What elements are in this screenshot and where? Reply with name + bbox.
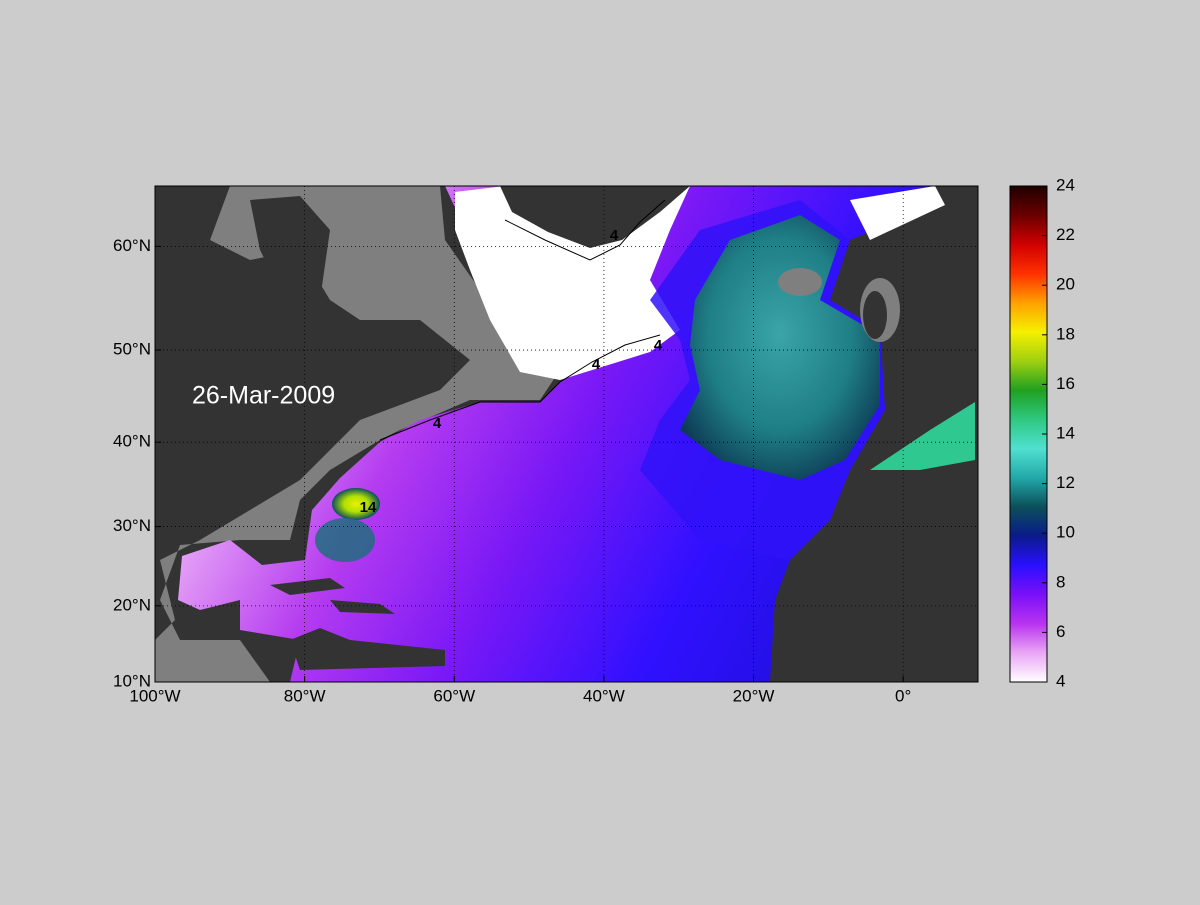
x-tick-label: 40°W [583,686,625,705]
contour-label: 14 [360,499,377,516]
colorbar-tick-label: 24 [1056,175,1075,194]
teal-water [680,215,880,480]
contour-label: 4 [592,356,601,373]
colorbar-tick-label: 12 [1056,473,1075,492]
colorbar-tick-label: 4 [1056,671,1065,690]
shelf [155,186,560,682]
x-tick-label: 60°W [433,686,475,705]
land [250,196,330,300]
colorbar-tick-label: 8 [1056,572,1065,591]
colorbar-tick-label: 10 [1056,523,1075,542]
colorbar-tick-label: 22 [1056,225,1075,244]
gulf-stream [315,518,375,562]
south-america [290,628,445,670]
colorbar [1009,185,1048,683]
map-frame [154,185,979,683]
gulf-stream [332,488,380,520]
colorbar-tick-label: 20 [1056,275,1075,294]
contour-label: 4 [433,415,442,432]
contour-label: 4 [610,227,619,244]
y-tick-label: 30°N [113,516,151,535]
contour-line [504,199,666,261]
africa [772,470,978,682]
map-body [155,186,978,682]
y-tick-label: 40°N [113,432,151,451]
date-label: 26-Mar-2009 [192,382,335,410]
contour-line [379,334,661,441]
hispaniola [330,600,395,614]
colorbar-tick-label: 14 [1056,423,1075,442]
x-tick-label: 0° [895,686,911,705]
colorbar-tick-label: 6 [1056,622,1065,641]
greenland [500,186,690,248]
x-tick-label: 80°W [284,686,326,705]
contour-label: 4 [654,337,663,354]
cuba [270,578,345,595]
cold-water [455,186,690,380]
ice [850,186,945,240]
x-tick-label: 20°W [733,686,775,705]
y-tick-label: 50°N [113,340,151,359]
mediterranean [870,402,975,470]
x-tick-label: 100°W [129,686,180,705]
iceland [778,268,822,296]
y-tick-label: 20°N [113,595,151,614]
y-tick-label: 60°N [113,236,151,255]
british-isles [863,291,887,339]
colorbar-tick-label: 18 [1056,324,1075,343]
colorbar-tick-label: 16 [1056,374,1075,393]
y-tick-label: 10°N [113,671,151,690]
